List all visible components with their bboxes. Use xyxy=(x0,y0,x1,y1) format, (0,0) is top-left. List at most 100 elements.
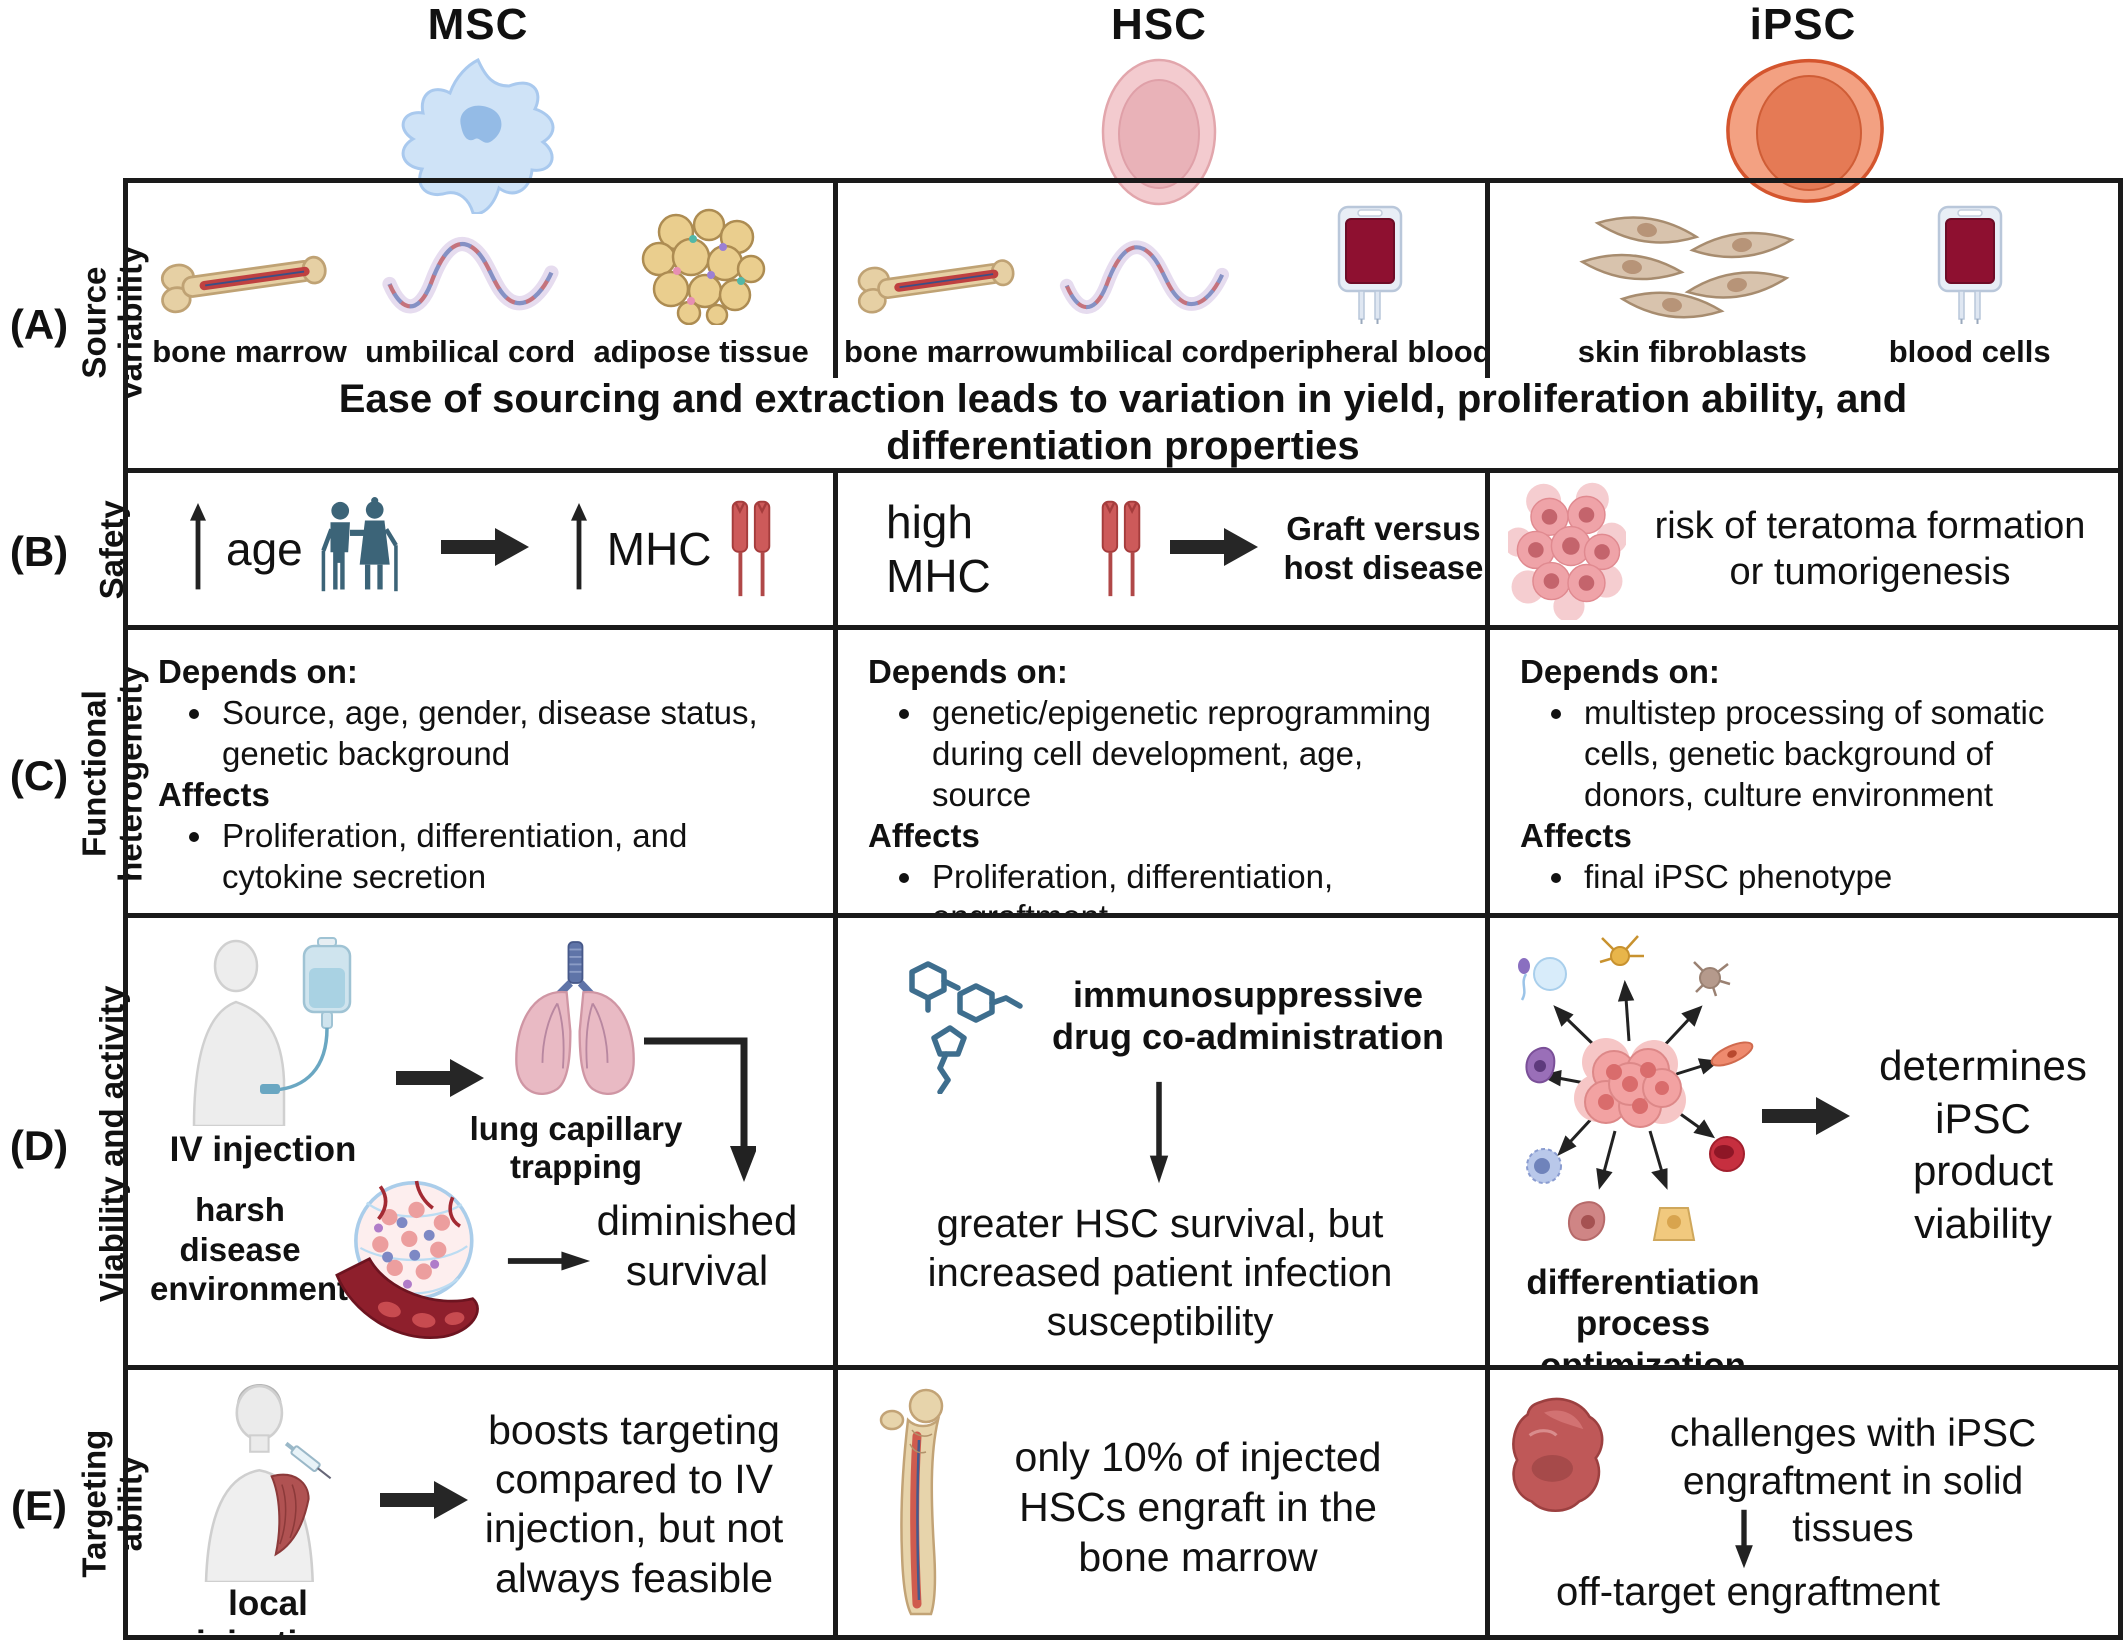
affects-item: final iPSC phenotype xyxy=(1578,857,2092,898)
depends-item: genetic/epigenetic reprogramming during … xyxy=(926,693,1459,816)
lung-trapping-label: lung capillary trapping xyxy=(469,1110,683,1185)
small-right-arrow-icon xyxy=(506,1248,592,1279)
teratoma-risk-label: risk of teratoma formation or tumorigene… xyxy=(1654,504,2086,593)
source-item-bone-marrow: bone marrow xyxy=(844,243,1039,370)
mhc-label: MHC xyxy=(606,523,712,575)
up-arrow-icon xyxy=(567,502,591,596)
cell-safety-ipsc: risk of teratoma formation or tumorigene… xyxy=(1490,473,2118,630)
boosts-targeting-label: boosts targeting compared to IV injectio… xyxy=(484,1407,784,1601)
skin-fibroblasts-icon xyxy=(1557,205,1827,330)
mhc-receptor-icon xyxy=(1098,494,1144,605)
row-letter-c: (C) xyxy=(9,752,69,799)
diminished-survival-label: diminished survival xyxy=(596,1197,798,1295)
right-arrow-icon xyxy=(1169,527,1258,572)
msc-cell-icon xyxy=(123,56,833,219)
source-item-peripheral-blood: peripheral blood xyxy=(1248,205,1490,370)
cell-safety-hsc: high MHC Graft versus host disease xyxy=(838,473,1490,630)
bone-marrow-icon xyxy=(157,239,342,330)
ipsc-title: iPSC xyxy=(1749,0,1857,49)
gvhd-label: Graft versus host disease xyxy=(1283,510,1484,586)
column-header-msc: MSC xyxy=(123,0,833,219)
hsc-title: HSC xyxy=(1111,0,1207,49)
depends-item: multistep processing of somatic cells, g… xyxy=(1578,693,2092,816)
hsc-survival-label: greater HSC survival, but increased pati… xyxy=(927,1202,1393,1344)
source-statement: Ease of sourcing and extraction leads to… xyxy=(128,378,2118,473)
source-label: bone marrow xyxy=(844,334,1039,369)
up-arrow-icon xyxy=(186,502,210,596)
cell-heterogeneity-msc: Depends on: Source, age, gender, disease… xyxy=(128,630,838,918)
source-item-umbilical-cord: umbilical cord xyxy=(1039,229,1249,370)
depends-on-label: Depends on: xyxy=(868,653,1068,690)
cell-safety-msc: age xyxy=(128,473,838,630)
high-mhc-label: high MHC xyxy=(886,496,991,602)
cell-viability-msc: IV injection lung capillary trapping xyxy=(128,918,838,1370)
diseased-tissue-icon xyxy=(326,1163,498,1356)
source-label: umbilical cord xyxy=(365,334,576,369)
hsc-engraftment-label: only 10% of injected HSCs engraft in the… xyxy=(1014,1434,1382,1581)
immunosuppressive-label: immunosuppressive drug co-administration xyxy=(1051,974,1444,1058)
affects-label: Affects xyxy=(158,775,270,813)
cell-targeting-msc: local injection boosts targeting compare… xyxy=(128,1370,838,1635)
iv-injection-icon xyxy=(156,936,371,1131)
solid-tissue-icon xyxy=(1508,1394,1608,1523)
cell-source-hsc: bone marrow umbilical cord xyxy=(838,183,1490,378)
right-arrow-icon xyxy=(1762,1096,1850,1141)
source-label: peripheral blood xyxy=(1248,334,1490,369)
elderly-couple-icon xyxy=(319,496,403,602)
ipsc-differentiation-icon xyxy=(1502,926,1757,1266)
source-item-bone-marrow: bone marrow xyxy=(152,239,347,370)
msc-title: MSC xyxy=(427,0,529,49)
hsc-cell-icon xyxy=(833,56,1485,213)
umbilical-cord-icon xyxy=(1059,229,1229,330)
down-arrow-icon xyxy=(1146,1080,1172,1191)
cell-source-ipsc: skin fibroblasts bl xyxy=(1490,183,2118,378)
affects-item: Proliferation, differentiation, and cyto… xyxy=(216,816,807,898)
source-item-skin-fibroblasts: skin fibroblasts xyxy=(1557,205,1827,370)
ipsc-viability-label: determines iPSC product viability xyxy=(1879,1042,2087,1247)
affects-label: Affects xyxy=(1520,816,1632,854)
elbow-arrow-icon xyxy=(644,1036,758,1191)
affects-label: Affects xyxy=(868,816,980,854)
cell-source-msc: bone marrow umbilical cord xyxy=(128,183,838,378)
lungs-icon xyxy=(496,938,654,1111)
row-letter-a: (A) xyxy=(9,301,69,348)
local-injection-label: local injection xyxy=(196,1584,340,1635)
teratoma-icon xyxy=(1503,474,1628,625)
source-item-umbilical-cord: umbilical cord xyxy=(365,225,575,370)
cell-targeting-ipsc: challenges with iPSC engraftment in soli… xyxy=(1490,1370,2118,1635)
column-header-ipsc: iPSC xyxy=(1483,0,2123,211)
right-arrow-icon xyxy=(396,1058,484,1103)
depends-on-label: Depends on: xyxy=(158,653,358,690)
adipose-tissue-icon xyxy=(631,207,771,330)
bone-marrow-icon xyxy=(854,243,1029,330)
blood-bag-icon xyxy=(1934,205,2006,330)
source-label: skin fibroblasts xyxy=(1577,334,1807,369)
local-injection-icon xyxy=(190,1382,340,1587)
cell-heterogeneity-hsc: Depends on: genetic/epigenetic reprogram… xyxy=(838,630,1490,918)
iv-injection-label: IV injection xyxy=(169,1130,357,1169)
umbilical-cord-icon xyxy=(380,225,560,330)
right-arrow-icon xyxy=(380,1480,468,1525)
row-letter-d: (D) xyxy=(9,1122,69,1169)
depends-item: Source, age, gender, disease status, gen… xyxy=(216,693,807,775)
row-letter-b: (B) xyxy=(9,528,69,575)
cell-viability-hsc: immunosuppressive drug co-administration… xyxy=(838,918,1490,1370)
column-header-hsc: HSC xyxy=(833,0,1485,213)
femur-bone-icon xyxy=(876,1384,956,1627)
source-label: bone marrow xyxy=(152,334,347,369)
ipsc-engraftment-challenge-label: challenges with iPSC engraftment in soli… xyxy=(1669,1412,2037,1551)
source-item-blood-cells: blood cells xyxy=(1889,205,2051,370)
source-label: umbilical cord xyxy=(1038,334,1249,369)
blood-bag-icon xyxy=(1334,205,1406,330)
harsh-environment-label: harsh disease environment xyxy=(150,1191,349,1308)
age-label: age xyxy=(226,523,303,575)
depends-on-label: Depends on: xyxy=(1520,653,1720,690)
cell-targeting-hsc: only 10% of injected HSCs engraft in the… xyxy=(838,1370,1490,1635)
right-arrow-icon xyxy=(440,527,529,572)
source-item-adipose-tissue: adipose tissue xyxy=(593,207,809,370)
down-arrow-icon xyxy=(1732,1508,1756,1575)
off-target-label: off-target engraftment xyxy=(1556,1570,1940,1614)
comparison-table: bone marrow umbilical cord xyxy=(123,178,2123,1640)
ipsc-cell-icon xyxy=(1483,56,2123,211)
